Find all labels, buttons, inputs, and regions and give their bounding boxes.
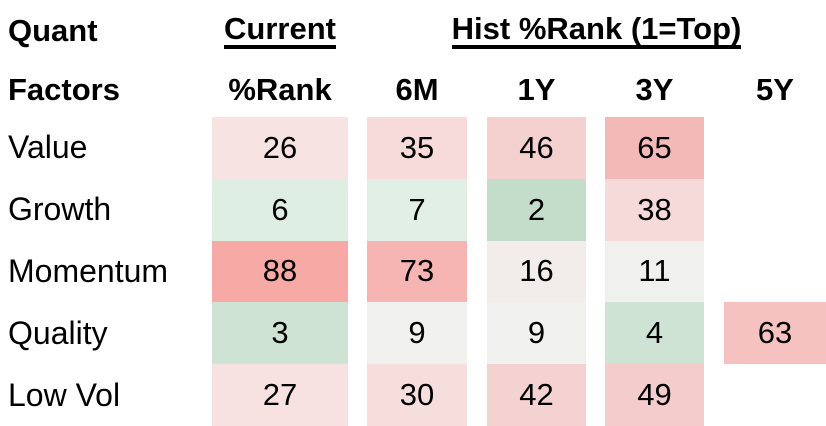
rank-cell-momentum-3y: 11 — [605, 240, 704, 303]
table-title-line2: Factors — [8, 71, 120, 107]
table-row-momentum: Momentum 88 73 16 11 — [0, 240, 826, 303]
table-row-lowvol: Low Vol 27 30 42 49 — [0, 364, 826, 426]
rank-cell-growth-6m: 7 — [367, 178, 467, 241]
rank-cell-value-3y: 65 — [605, 117, 704, 179]
row-label: Quality — [8, 314, 108, 351]
rank-cell-quality-current: 3 — [212, 302, 348, 365]
rank-cell-momentum-1y: 16 — [487, 240, 586, 303]
row-label: Low Vol — [8, 376, 121, 413]
rank-cell-growth-1y: 2 — [487, 178, 586, 241]
column-header-5y: 5Y — [756, 71, 794, 107]
column-group-current: Current — [212, 0, 348, 62]
rank-cell-lowvol-1y: 42 — [487, 364, 586, 426]
header-group-row: Quant Current Hist %Rank (1=Top) — [0, 0, 826, 62]
rank-cell-value-1y: 46 — [487, 117, 586, 179]
rank-cell-lowvol-5y — [724, 364, 826, 426]
rank-cell-value-5y — [724, 117, 826, 179]
rank-cell-quality-6m: 9 — [367, 302, 467, 365]
rank-cell-growth-3y: 38 — [605, 178, 704, 241]
rank-cell-lowvol-3y: 49 — [605, 364, 704, 426]
table-row-quality: Quality 3 9 9 4 63 — [0, 302, 826, 365]
rank-cell-lowvol-current: 27 — [212, 364, 348, 426]
column-header-3y: 3Y — [635, 71, 674, 107]
column-header-rank: %Rank — [228, 71, 332, 107]
rank-cell-momentum-current: 88 — [212, 240, 348, 303]
row-label: Momentum — [8, 252, 169, 289]
table-row-growth: Growth 6 7 2 38 — [0, 178, 826, 241]
rank-cell-growth-5y — [724, 179, 826, 241]
column-header-1y: 1Y — [517, 71, 556, 107]
column-header-6m: 6M — [395, 71, 439, 107]
rank-cell-value-6m: 35 — [367, 117, 467, 179]
rank-cell-quality-1y: 9 — [487, 302, 586, 365]
table-row-value: Value 26 35 46 65 — [0, 117, 826, 179]
row-label: Growth — [8, 191, 112, 228]
rank-cell-quality-5y: 63 — [724, 302, 826, 365]
column-group-hist-label: Hist %Rank (1=Top) — [451, 13, 742, 49]
header-columns-row: Factors %Rank 6M 1Y 3Y 5Y — [0, 62, 826, 117]
row-label: Value — [8, 129, 88, 166]
rank-cell-value-current: 26 — [212, 117, 348, 179]
table-title-line1: Quant — [8, 13, 98, 48]
rank-cell-quality-3y: 4 — [605, 302, 704, 365]
rank-cell-growth-current: 6 — [212, 178, 348, 241]
column-group-current-label: Current — [224, 13, 336, 49]
rank-cell-lowvol-6m: 30 — [367, 364, 467, 426]
column-group-hist: Hist %Rank (1=Top) — [367, 0, 826, 62]
rank-cell-momentum-5y — [724, 241, 826, 303]
rank-cell-momentum-6m: 73 — [367, 240, 467, 303]
